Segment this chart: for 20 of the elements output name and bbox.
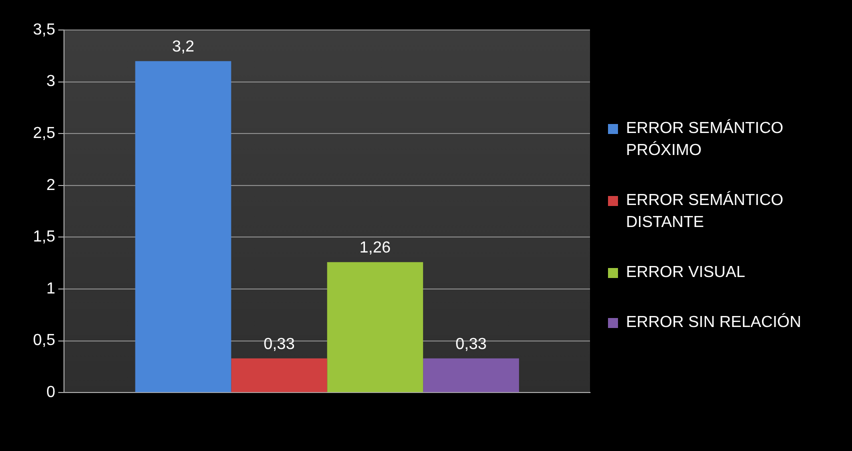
legend-label: ERROR SIN RELACIÓN	[626, 312, 802, 332]
y-tick-label: 1,5	[32, 228, 56, 246]
bar	[327, 262, 424, 392]
y-tick-label: 3,5	[32, 21, 56, 38]
y-tick-label: 2	[46, 176, 56, 194]
legend-label: ERROR VISUAL	[626, 262, 746, 282]
data-label: 3,2	[172, 38, 194, 56]
y-tick-label: 2,5	[32, 125, 56, 142]
y-tick-label: 3	[46, 73, 56, 90]
y-tick-label: 0	[46, 384, 56, 402]
y-tick-label: 1	[46, 280, 56, 298]
legend-label: ERROR SEMÁNTICO DISTANTE	[626, 190, 784, 232]
y-tick-label: 0,5	[32, 332, 56, 350]
bar	[135, 61, 232, 392]
data-label: 0,33	[455, 336, 487, 353]
data-label: 0,33	[264, 336, 295, 353]
data-label: 1,26	[360, 239, 391, 256]
legend-label: ERROR SEMÁNTICO PRÓXIMO	[626, 118, 784, 160]
bar	[231, 358, 328, 392]
bar	[423, 358, 520, 392]
